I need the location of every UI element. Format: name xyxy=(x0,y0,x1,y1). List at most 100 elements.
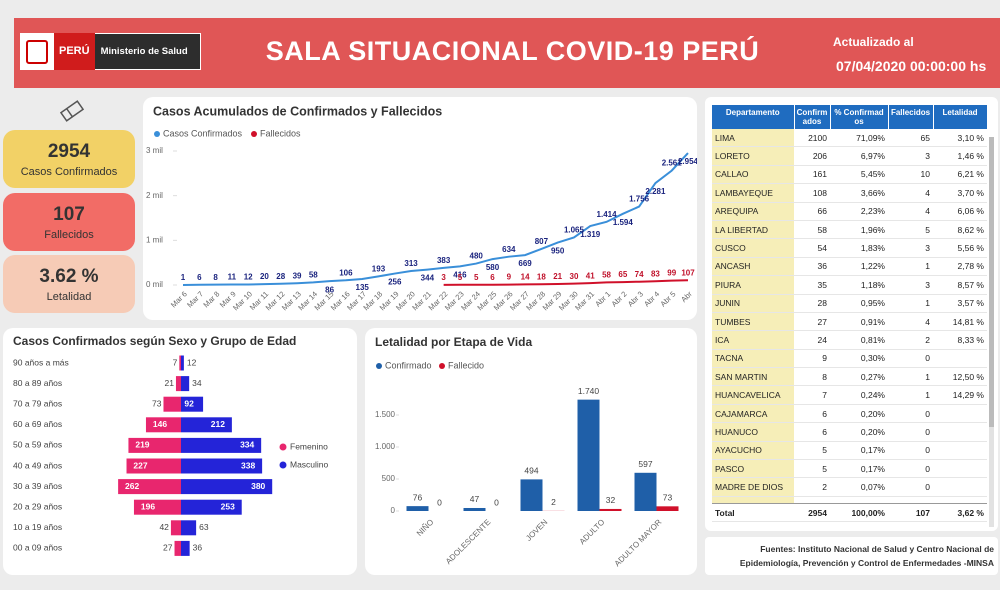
table-cell: SAN MARTIN xyxy=(712,367,794,387)
x-tick-label: Mar 7 xyxy=(185,289,205,309)
data-label: 1.740 xyxy=(578,386,600,396)
data-label: 2 xyxy=(551,497,556,507)
pyramid-chart: Casos Confirmados según Sexo y Grupo de … xyxy=(13,334,329,556)
legend-marker xyxy=(439,363,445,369)
kpi-card: 3.62 % Letalidad xyxy=(3,255,135,313)
table-cell: 3 xyxy=(888,238,933,258)
table-cell: 2 xyxy=(794,477,830,497)
y-tick-label: 40 a 49 años xyxy=(13,460,62,470)
table-cell: 3 xyxy=(888,146,933,166)
data-label: 99 xyxy=(667,269,676,278)
line-chart: Casos Acumulados de Confirmados y Fallec… xyxy=(146,104,697,312)
data-label: 227 xyxy=(133,460,147,470)
x-tick-label: Abr xyxy=(679,289,694,304)
table-cell: 0,30% xyxy=(830,349,888,369)
y-tick-label: 00 a 09 años xyxy=(13,543,62,553)
table-cell: 1,18% xyxy=(830,275,888,295)
table-cell: 1 xyxy=(888,385,933,405)
data-label: 36 xyxy=(193,543,203,553)
total-cell: 100,00% xyxy=(830,502,888,523)
table-row: CALLAO 161 5,45% 10 6,21 % xyxy=(712,165,987,185)
chart-title: Letalidad por Etapa de Vida xyxy=(375,335,532,349)
table-cell: 1,22% xyxy=(830,257,888,277)
data-label: 11 xyxy=(228,273,237,282)
data-label: 5 xyxy=(458,273,463,282)
data-label: 494 xyxy=(524,466,538,476)
y-tick-label: 10 a 19 años xyxy=(13,522,62,532)
data-label: 262 xyxy=(125,481,139,491)
table-cell: 4 xyxy=(888,312,933,332)
table-cell: 3 xyxy=(888,275,933,295)
table-cell: PIURA xyxy=(712,275,794,295)
table-row: CAJAMARCA 6 0,20% 0 xyxy=(712,404,987,424)
column-header: Fallecidos xyxy=(888,105,934,129)
table-cell: 6,06 % xyxy=(933,202,987,221)
kpi-card: 2954 Casos Confirmados xyxy=(3,130,135,188)
kpi-label: Fallecidos xyxy=(44,229,94,241)
data-label: 12 xyxy=(244,273,253,282)
data-label: 383 xyxy=(437,256,451,265)
x-tick-label: Abr 3 xyxy=(626,289,645,308)
x-tick-label: Abr 1 xyxy=(593,289,612,308)
table-cell: 8,33 % xyxy=(933,330,987,350)
table-cell: 2 xyxy=(888,330,933,350)
table-cell: 12,50 % xyxy=(933,367,987,387)
bar xyxy=(163,396,181,412)
bar xyxy=(118,479,181,495)
x-tick-label: Abr 5 xyxy=(658,289,677,308)
updated-date: 07/04/2020 00:00:00 hs xyxy=(836,58,987,74)
data-label: 193 xyxy=(372,264,386,273)
table-cell: 3,10 % xyxy=(933,129,987,148)
header-row: Departamento Confirmados% Confirmados Fall… xyxy=(712,105,987,129)
table-cell: CUSCO xyxy=(712,238,794,258)
table-cell xyxy=(933,349,987,369)
bar xyxy=(181,499,242,515)
table-cell: LORETO xyxy=(712,146,794,166)
y-tick-label: 500 xyxy=(382,474,396,483)
data-label: 380 xyxy=(251,481,265,491)
table-cell: 24 xyxy=(794,330,830,350)
data-label: 480 xyxy=(470,252,484,261)
table-row: ANCASH 36 1,22% 1 2,78 % xyxy=(712,257,987,277)
table-cell: 2100 xyxy=(794,129,830,148)
table-wrap: Departamento Confirmados% Confirmados Fall… xyxy=(712,105,987,525)
table-row: JUNIN 28 0,95% 1 3,57 % xyxy=(712,294,987,313)
data-label: 416 xyxy=(453,271,467,280)
data-label: 42 xyxy=(159,522,169,532)
table-cell: 14,29 % xyxy=(933,385,987,405)
table-cell: 66 xyxy=(794,202,830,221)
kpi-card: 107 Fallecidos xyxy=(3,193,135,251)
table-cell: 14,81 % xyxy=(933,312,987,332)
table-cell: 5 xyxy=(794,459,830,479)
table-cell: 1,96% xyxy=(830,220,888,240)
table-cell: 0,81% xyxy=(830,330,888,350)
bar-chart: Letalidad por Etapa de Vida Confirmado F… xyxy=(375,335,679,568)
table-cell: 8,62 % xyxy=(933,220,987,240)
table-cell: 4 xyxy=(888,183,933,203)
table-row: AYACUCHO 5 0,17% 0 xyxy=(712,441,987,461)
data-label: 107 xyxy=(681,268,695,277)
legend-marker xyxy=(154,131,160,137)
table-cell xyxy=(933,441,987,461)
table-cell: 35 xyxy=(794,275,830,295)
y-tick-label: 80 a 89 años xyxy=(13,378,62,388)
data-table: Departamento Confirmados% Confirmados Fall… xyxy=(712,105,987,516)
logo-shield xyxy=(20,33,54,70)
y-tick-label: 0 xyxy=(391,506,396,515)
data-label: 8 xyxy=(213,273,218,282)
table-panel: Departamento Confirmados% Confirmados Fall… xyxy=(705,97,998,531)
y-tick-label: 1.000 xyxy=(375,442,396,451)
table-cell: 0,95% xyxy=(830,294,888,313)
x-tick-label: Mar 8 xyxy=(201,289,221,309)
table-cell: 2,78 % xyxy=(933,257,987,277)
table-cell: 0,17% xyxy=(830,441,888,461)
y-tick-label: 3 mil xyxy=(146,146,163,155)
table-row: LORETO 206 6,97% 3 1,46 % xyxy=(712,146,987,166)
column-header: Confirmados xyxy=(794,105,831,129)
bar xyxy=(126,458,181,474)
data-label: 1.756 xyxy=(629,195,650,204)
logo: PERÚ Ministerio de Salud xyxy=(20,33,201,70)
x-tick-label: Abr 4 xyxy=(642,289,661,308)
data-label: 9 xyxy=(507,273,512,282)
